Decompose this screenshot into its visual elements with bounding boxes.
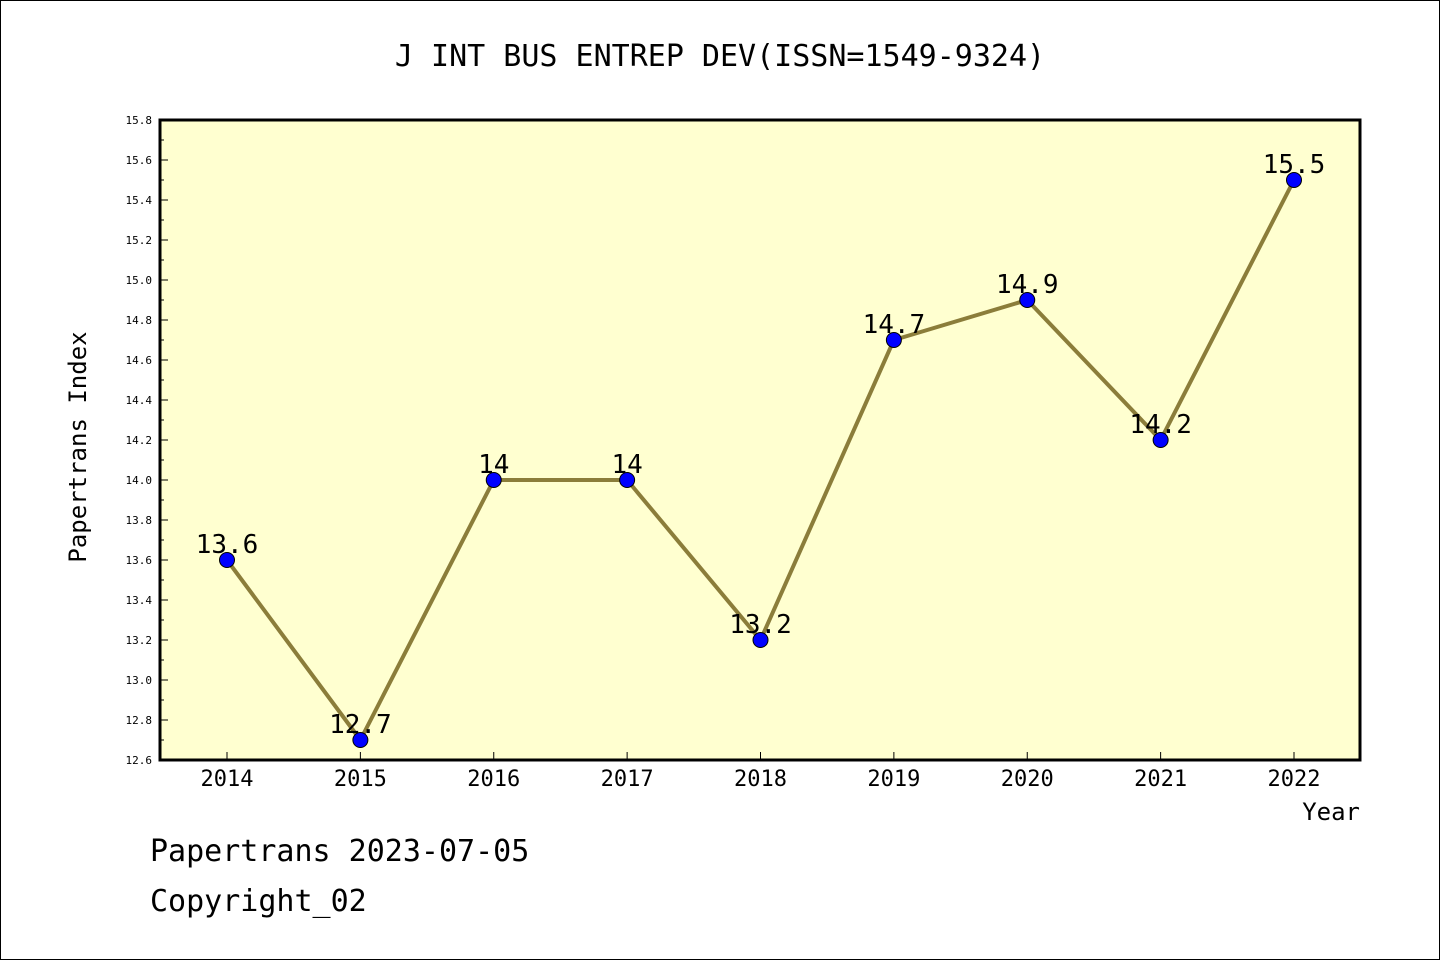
x-tick-label: 2020 [1001, 767, 1054, 792]
x-axis: 2014 2015 2016 2017 2018 2019 2020 2021 2022 [201, 752, 1321, 792]
data-point-marker [1152, 432, 1169, 448]
data-point-marker [885, 332, 902, 348]
data-point-marker [1286, 172, 1302, 188]
series-layer: 13.6 12.7 14 14 13.2 14.7 14.9 14.2 15.5 [196, 150, 1326, 748]
y-tick-label: 12.6 [126, 754, 153, 767]
data-point-marker [1019, 292, 1036, 308]
y-tick-label: 14.0 [126, 474, 153, 487]
y-tick-label: 14.4 [126, 394, 153, 407]
data-point-marker [485, 472, 502, 488]
y-tick-label: 14.2 [126, 434, 153, 447]
y-tick-label: 15.8 [126, 114, 153, 127]
footer-date: Papertrans 2023-07-05 [150, 834, 530, 869]
y-tick-label: 13.0 [126, 674, 153, 687]
x-tick-label: 2014 [201, 767, 254, 792]
data-label: 14.9 [996, 270, 1059, 300]
y-axis: 12.6 12.8 13.0 13.2 13.4 13.6 13.8 14.0 14.2 14.4… [126, 114, 168, 767]
y-tick-label: 15.6 [126, 154, 153, 167]
data-label: 14 [611, 450, 642, 480]
x-tick-label: 2018 [734, 767, 787, 792]
x-tick-label: 2021 [1134, 767, 1187, 792]
data-label: 12.7 [329, 710, 392, 740]
plot-area [158, 118, 1362, 762]
y-tick-label: 14.6 [126, 354, 153, 367]
x-tick-label: 2017 [601, 767, 654, 792]
y-tick-label: 12.8 [126, 714, 153, 727]
data-label: 14.2 [1129, 410, 1192, 440]
y-tick-label: 13.4 [126, 594, 153, 607]
data-point-marker [352, 732, 369, 748]
footer-copyright: Copyright_02 [150, 884, 367, 919]
data-label: 14.7 [863, 310, 926, 340]
x-tick-label: 2016 [467, 767, 520, 792]
data-label: 15.5 [1263, 150, 1326, 180]
y-tick-label: 14.8 [126, 314, 153, 327]
x-tick-label: 2019 [867, 767, 920, 792]
data-label: 13.2 [729, 610, 792, 640]
y-tick-label: 15.4 [126, 194, 153, 207]
x-tick-label: 2015 [334, 767, 387, 792]
y-tick-label: 15.0 [126, 274, 153, 287]
data-label: 13.6 [196, 530, 259, 560]
y-tick-label: 13.6 [126, 554, 153, 567]
y-tick-label: 13.8 [126, 514, 153, 527]
y-axis-label: Papertrans Index [64, 331, 92, 562]
x-tick-label: 2022 [1268, 767, 1321, 792]
y-tick-label: 15.2 [126, 234, 153, 247]
y-tick-label: 13.2 [126, 634, 153, 647]
data-point-marker [219, 552, 235, 568]
x-axis-label: Year [1302, 798, 1360, 826]
chart-title: J INT BUS ENTREP DEV(ISSN=1549-9324) [395, 39, 1045, 74]
data-point-marker [619, 472, 636, 488]
data-point-marker [752, 632, 769, 648]
data-label: 14 [478, 450, 509, 480]
